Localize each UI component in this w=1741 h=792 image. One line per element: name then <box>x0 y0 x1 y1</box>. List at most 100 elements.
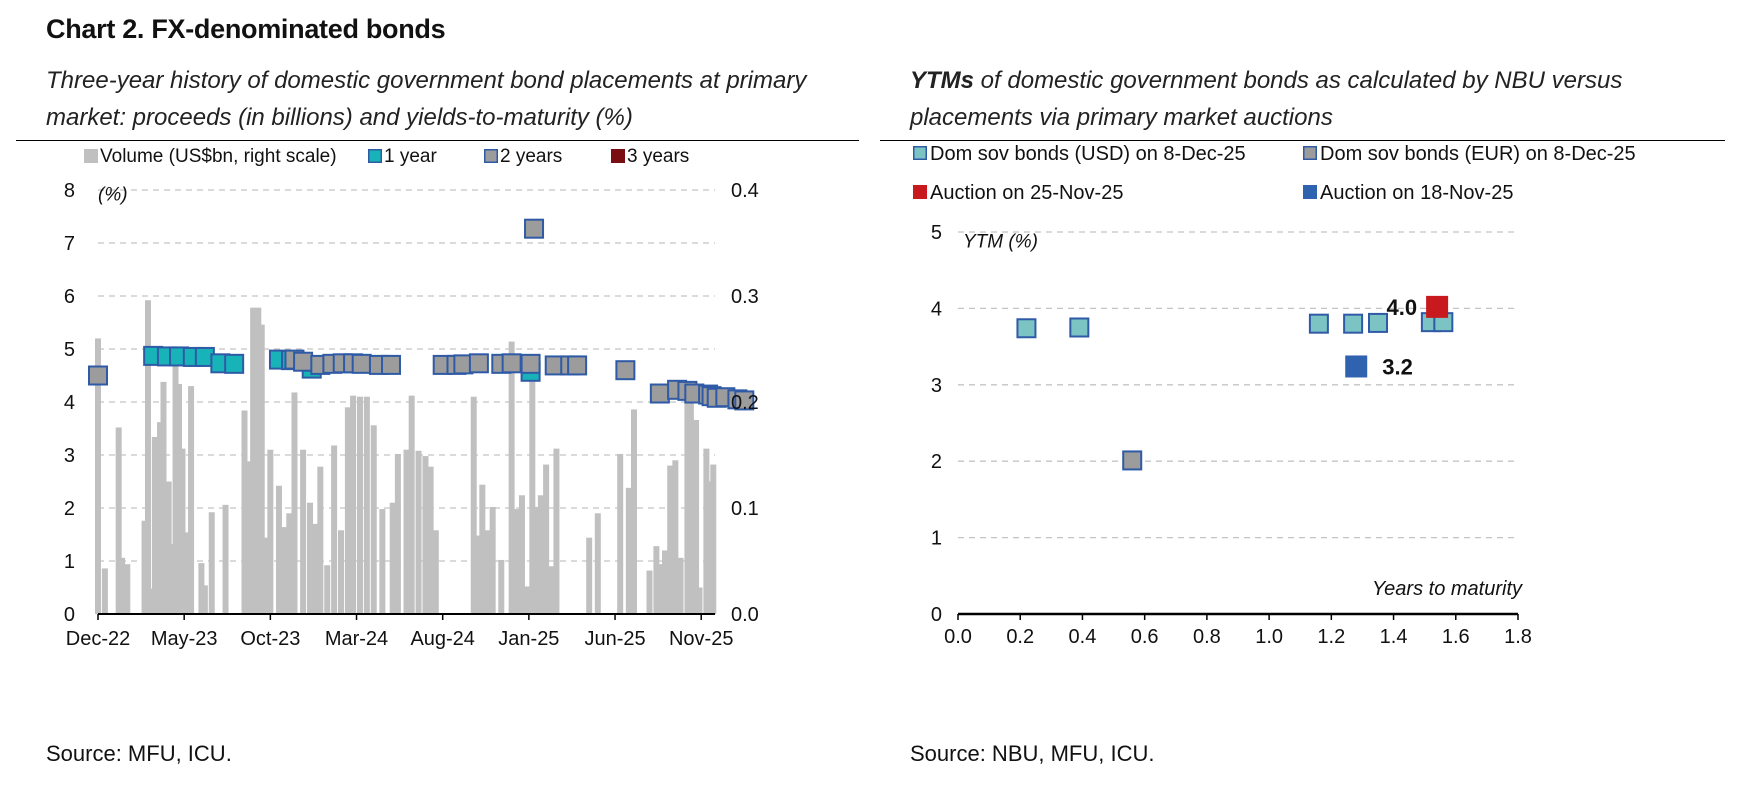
volume-bar <box>115 427 122 614</box>
volume-bar <box>182 532 189 614</box>
y-tick-label: 0 <box>64 604 75 626</box>
volume-bar <box>532 506 539 614</box>
volume-bar <box>262 537 269 614</box>
y-tick-label: 2 <box>64 498 75 520</box>
volume-bar <box>703 448 710 614</box>
x-tick-label: Dec-22 <box>66 628 130 650</box>
volume-bar <box>157 422 164 614</box>
left-chart-subtitle: Three-year history of domestic governmen… <box>46 67 807 131</box>
legend-label-1-year: 1 year <box>384 146 437 167</box>
volume-bar <box>625 487 632 614</box>
volume-bar <box>350 395 357 614</box>
point-dom-sov-bonds-usd-on-8-dec-25 <box>1368 312 1388 333</box>
volume-bar <box>646 570 653 614</box>
left-legend: Volume (US$bn, right scale) 1 year 2 years… <box>84 146 689 167</box>
point-2-years <box>293 351 314 372</box>
volume-bar <box>379 509 386 614</box>
volume-bar <box>513 509 520 614</box>
data-label-auction-on-18-nov-25: 3.2 <box>1382 354 1413 379</box>
point-2-years <box>351 353 372 374</box>
ytm-scatter-chart: Dom sov bonds (USD) on 8-Dec-25 Dom sov b… <box>913 143 1636 648</box>
volume-bars <box>95 300 717 614</box>
legend-swatch-auction-on-18-nov-25 <box>1303 185 1317 199</box>
y2-tick-label: 0.2 <box>731 392 759 414</box>
right-axes: 0 1 2 3 4 5 YTM (%) Years to maturity 0.0 0.2 0.4 0… <box>931 222 1532 648</box>
x-tick-label: Aug-24 <box>410 628 475 650</box>
volume-bar <box>119 557 126 614</box>
x-tick-label: 1.4 <box>1380 626 1408 648</box>
data-label-auction-on-25-nov-25: 4.0 <box>1387 295 1418 320</box>
x-tick-label: May-23 <box>151 628 218 650</box>
volume-bar <box>489 506 496 614</box>
x-tick-label: 0.8 <box>1193 626 1221 648</box>
volume-bar <box>286 513 293 614</box>
right-subtitle-lead: YTMs <box>910 67 975 94</box>
right-legend: Dom sov bonds (USD) on 8-Dec-25 Dom sov b… <box>913 143 1636 204</box>
volume-bar <box>370 425 377 614</box>
volume-bar <box>258 324 265 614</box>
x-tick-label: Jan-25 <box>498 628 559 650</box>
x-tick-label: 1.6 <box>1442 626 1470 648</box>
volume-bar <box>710 464 717 614</box>
volume-bar <box>518 495 525 614</box>
volume-bar <box>403 449 410 614</box>
volume-bar <box>687 396 694 614</box>
volume-bar <box>246 461 253 614</box>
volume-bar <box>427 466 434 614</box>
volume-bar <box>693 420 700 614</box>
legend-label-auction-on-18-nov-25: Auction on 18-Nov-25 <box>1320 182 1513 204</box>
volume-bar <box>363 396 370 614</box>
point-dom-sov-bonds-usd-on-8-dec-25 <box>1069 317 1090 338</box>
yield-points <box>88 218 755 411</box>
legend-swatch-dom-sov-bonds-usd-on-8-dec-25 <box>913 146 927 160</box>
left-axes: 0 1 2 3 4 5 6 7 8 0.0 0.1 0.2 0.3 0.4 (%) Dec-22 May-23 O… <box>64 180 759 650</box>
legend-swatch-1-year <box>368 149 382 163</box>
y-tick-label: 5 <box>64 339 75 361</box>
x-tick-label: 0.2 <box>1006 626 1034 648</box>
legend-label-dom-sov-bonds-eur-on-8-dec-25: Dom sov bonds (EUR) on 8-Dec-25 <box>1320 143 1636 165</box>
volume-bar <box>696 587 703 614</box>
volume-bar <box>667 465 674 614</box>
y-tick-label: 3 <box>64 445 75 467</box>
volume-bar <box>331 445 338 614</box>
volume-bar <box>300 449 307 614</box>
volume-bar <box>422 456 429 614</box>
volume-bar <box>389 502 396 614</box>
y-tick-label: 5 <box>931 222 942 244</box>
volume-bar <box>250 307 257 614</box>
volume-bar <box>165 481 172 614</box>
volume-bar <box>176 383 183 614</box>
volume-bar <box>548 566 555 614</box>
y2-tick-label: 0.3 <box>731 286 759 308</box>
right-source-note: Source: NBU, MFU, ICU. <box>910 741 1155 766</box>
legend-swatch-volume-us-bn-right-scale <box>84 149 98 163</box>
y-tick-label: 6 <box>64 286 75 308</box>
legend-label-2-years: 2 years <box>500 146 562 167</box>
volume-bar <box>188 386 195 614</box>
x-tick-label: 1.0 <box>1255 626 1283 648</box>
left-source-note: Source: MFU, ICU. <box>46 741 232 766</box>
volume-bar <box>524 586 531 614</box>
volume-bar <box>672 460 679 614</box>
volume-bar <box>529 370 536 614</box>
legend-swatch-auction-on-25-nov-25 <box>913 185 927 199</box>
point-2-years <box>615 360 636 381</box>
point-2-years <box>380 354 401 375</box>
volume-bar <box>151 436 158 614</box>
volume-bar <box>275 485 282 614</box>
y-tick-label: 7 <box>64 233 75 255</box>
volume-bar <box>208 512 215 614</box>
legend-swatch-2-years <box>484 149 498 163</box>
volume-bar <box>338 530 345 614</box>
point-dom-sov-bonds-usd-on-8-dec-25 <box>1308 313 1329 334</box>
y-tick-label: 1 <box>931 528 942 550</box>
volume-bar <box>553 448 560 614</box>
volume-bar <box>198 563 205 614</box>
y-axis-label: YTM (%) <box>963 231 1038 252</box>
volume-bar <box>408 395 415 614</box>
volume-bar <box>684 391 691 614</box>
point-2-years <box>524 218 545 239</box>
volume-bar <box>508 341 515 614</box>
y-tick-label: 8 <box>64 180 75 202</box>
x-tick-label: 0.0 <box>944 626 972 648</box>
